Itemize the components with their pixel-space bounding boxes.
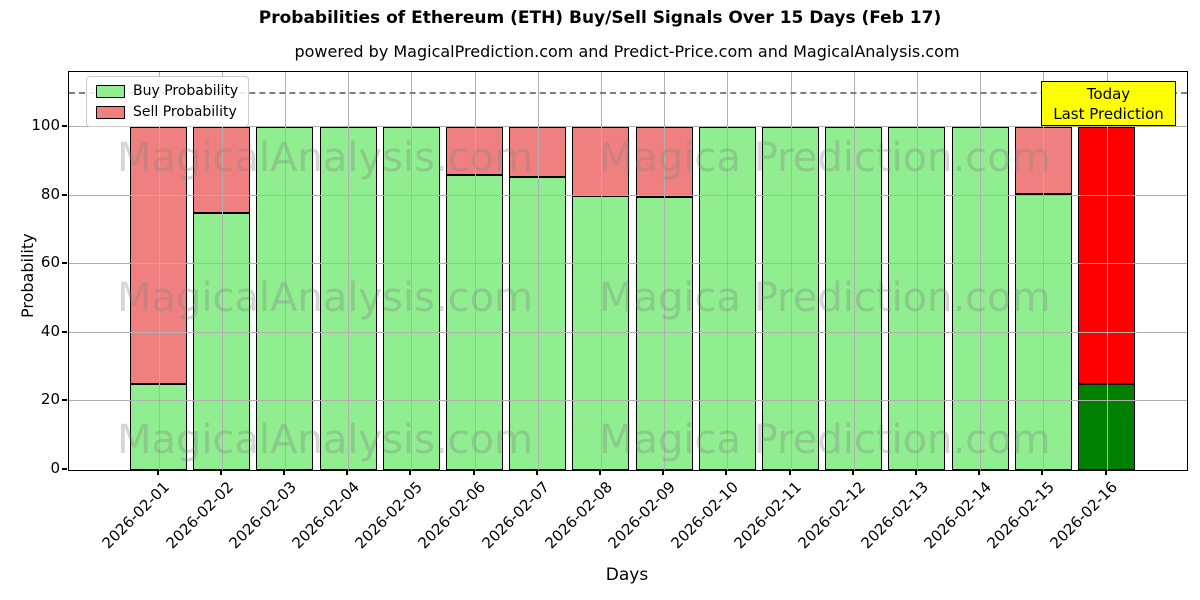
gridline-vertical (537, 72, 539, 470)
gridline-vertical (411, 72, 413, 470)
gridline-vertical (853, 72, 855, 470)
x-tick-mark (346, 470, 349, 475)
x-tick-label-text: 2026-02-08 (541, 478, 616, 553)
x-tick-mark (472, 470, 475, 475)
x-tick-label-text: 2026-02-14 (920, 478, 995, 553)
x-tick-label-text: 2026-02-05 (351, 478, 427, 553)
x-tick-label-text: 2026-02-10 (667, 478, 743, 553)
sell-swatch-icon (96, 105, 125, 119)
x-tick-mark (788, 470, 791, 475)
gridline-vertical (158, 72, 160, 470)
watermark-left: MagicalAnalysis.com (117, 275, 534, 321)
chart-subtitle: powered by MagicalPrediction.com and Pre… (294, 42, 960, 61)
y-tick-mark (62, 125, 67, 127)
y-tick-label: 80 (40, 184, 60, 203)
y-tick-label: 100 (31, 116, 60, 134)
x-tick-mark (598, 470, 601, 475)
x-tick-mark (851, 470, 854, 475)
x-tick-mark (535, 470, 538, 475)
y-axis-label: Probability (18, 233, 37, 318)
y-tick-mark (62, 399, 67, 402)
y-tick-label: 20 (40, 390, 60, 409)
y-tick-mark (62, 193, 67, 196)
watermark-left: MagicalAnalysis.com (117, 135, 534, 181)
gridline-horizontal (69, 331, 1187, 333)
x-tick-mark (1041, 470, 1044, 475)
watermark-left: MagicalAnalysis.com (117, 417, 534, 463)
x-tick-mark (219, 470, 222, 475)
gridline-horizontal (69, 263, 1187, 265)
y-tick-mark (62, 468, 67, 470)
gridline-vertical (348, 72, 350, 470)
x-tick-mark (662, 470, 665, 475)
legend-buy-label: Buy Probability (133, 83, 239, 99)
gridline-vertical (1106, 72, 1108, 470)
dashed-threshold-line (69, 91, 1187, 94)
gridline-horizontal (69, 400, 1187, 402)
x-tick-label-text: 2026-02-06 (414, 478, 490, 553)
gridline-vertical (221, 72, 223, 470)
watermark-right: Magica Prediction.com (599, 275, 1051, 321)
legend-item-sell: Sell Probability (96, 104, 238, 120)
gridline-horizontal (69, 126, 1187, 127)
buy-swatch-icon (96, 84, 125, 98)
y-tick-label: 60 (40, 253, 60, 272)
y-tick-mark (62, 330, 67, 333)
today-annotation: Today Last Prediction (1041, 81, 1176, 126)
gridline-vertical (916, 72, 918, 470)
x-tick-label-text: 2026-02-09 (604, 478, 679, 553)
x-tick-label-text: 2026-02-04 (288, 478, 363, 553)
plot-area: Buy Probability Sell Probability Today L… (68, 71, 1188, 471)
gridline-vertical (474, 72, 476, 470)
gridline-vertical (980, 72, 982, 470)
x-tick-mark (156, 470, 159, 475)
x-tick-label-text: 2026-02-02 (162, 478, 237, 553)
legend-item-buy: Buy Probability (96, 83, 238, 99)
y-tick-label: 40 (40, 321, 60, 340)
x-tick-mark (1104, 470, 1107, 475)
gridline-vertical (600, 72, 602, 470)
gridline-vertical (727, 72, 729, 470)
x-tick-label-text: 2026-02-16 (1046, 478, 1122, 553)
x-tick-label-text: 2026-02-01 (98, 478, 174, 553)
x-tick-mark (725, 470, 728, 475)
x-tick-mark (282, 470, 285, 475)
x-tick-label-text: 2026-02-03 (225, 478, 300, 553)
gridline-vertical (790, 72, 792, 470)
legend: Buy Probability Sell Probability (86, 76, 250, 127)
gridline-vertical (664, 72, 666, 470)
x-tick-mark (978, 470, 981, 475)
y-tick-mark (62, 262, 67, 265)
y-tick-label: 0 (50, 459, 60, 477)
x-tick-label-text: 2026-02-07 (478, 478, 553, 553)
watermark-right: Magica Prediction.com (599, 135, 1051, 181)
x-tick-mark (409, 470, 412, 475)
x-tick-label-text: 2026-02-15 (983, 478, 1059, 553)
x-axis-label: Days (605, 565, 649, 585)
chart-title: Probabilities of Ethereum (ETH) Buy/Sell… (258, 8, 942, 28)
today-annotation-line1: Today (1086, 84, 1131, 103)
x-tick-label-text: 2026-02-13 (857, 478, 932, 553)
x-tick-label-text: 2026-02-12 (794, 478, 869, 553)
legend-sell-label: Sell Probability (133, 104, 237, 120)
x-tick-label-text: 2026-02-11 (730, 478, 806, 553)
x-tick-mark (914, 470, 917, 475)
watermark-right: Magica Prediction.com (599, 417, 1051, 463)
gridline-horizontal (69, 194, 1187, 196)
gridline-vertical (1043, 72, 1045, 470)
today-annotation-line2: Last Prediction (1053, 104, 1164, 123)
gridline-vertical (284, 72, 286, 470)
